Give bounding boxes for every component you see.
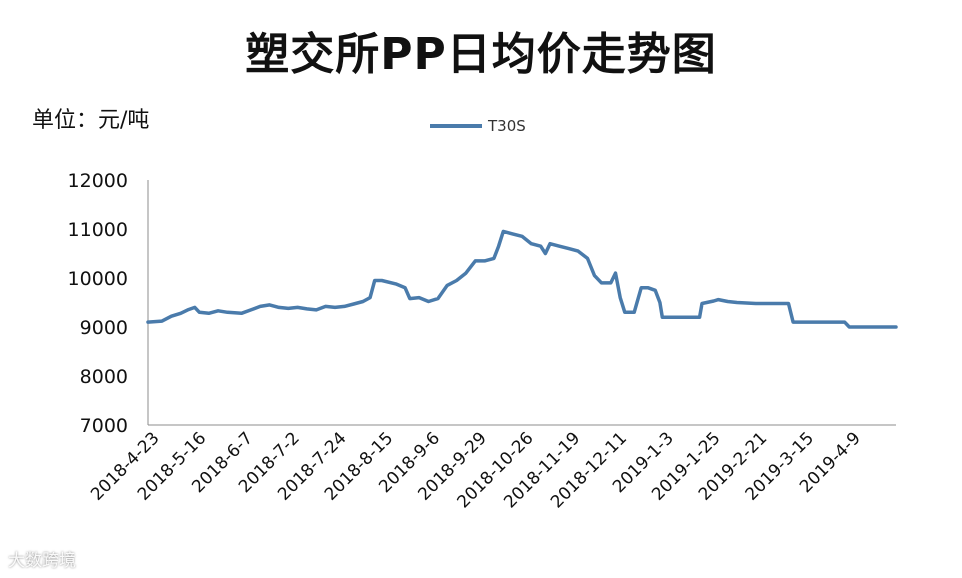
- chart-title: 塑交所PP日均价走势图: [245, 29, 717, 80]
- y-tick-label: 12000: [68, 170, 128, 192]
- unit-label: 单位：元/吨: [32, 108, 150, 133]
- legend: T30S: [430, 117, 526, 135]
- y-tick-label: 8000: [80, 366, 128, 388]
- y-tick-label: 7000: [80, 415, 128, 437]
- y-tick-label: 10000: [68, 268, 128, 290]
- y-tick-label: 11000: [68, 219, 128, 241]
- legend-swatch: [430, 124, 482, 128]
- legend-label: T30S: [488, 117, 526, 135]
- watermark: 大数跨境: [8, 551, 76, 571]
- y-tick-label: 9000: [80, 317, 128, 339]
- series-line-t30s: [146, 229, 898, 329]
